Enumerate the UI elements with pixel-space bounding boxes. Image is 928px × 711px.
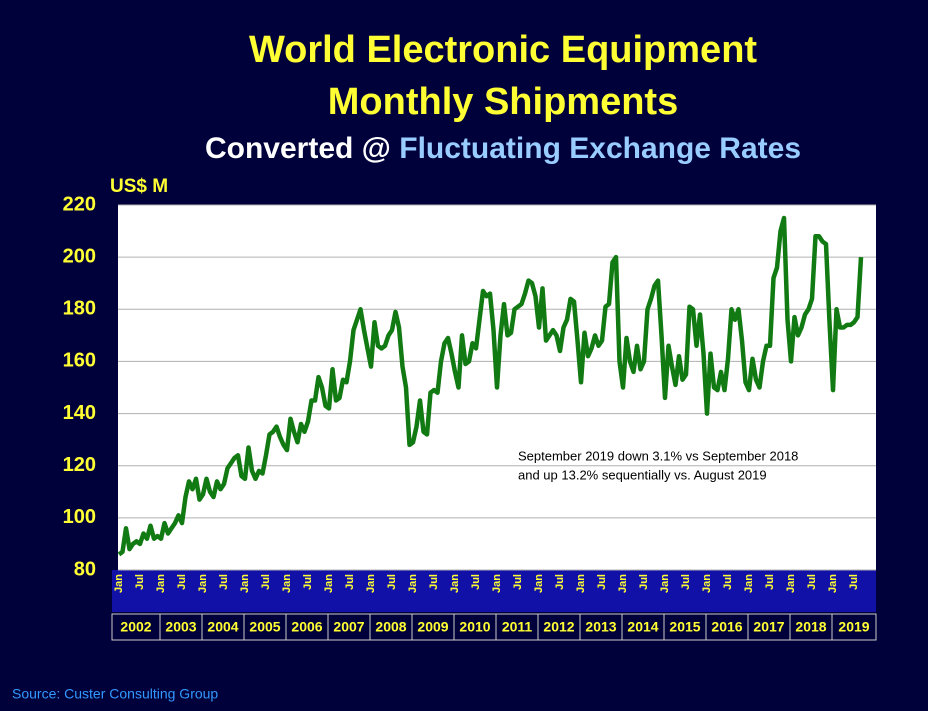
y-axis-label: US$ M	[110, 176, 168, 197]
year-label: 2009	[417, 619, 448, 635]
x-tick-label: Jan	[281, 574, 293, 593]
x-tick-label: Jan	[407, 574, 419, 593]
x-tick-label: Jul	[218, 574, 230, 590]
x-tick-label: Jan	[155, 574, 167, 593]
year-label: 2002	[120, 619, 151, 635]
month-band	[112, 570, 876, 612]
y-tick-label: 180	[63, 298, 96, 320]
x-tick-label: Jan	[785, 574, 797, 593]
source: Source: Custer Consulting Group	[12, 686, 218, 702]
x-tick-label: Jul	[806, 574, 818, 590]
year-label: 2018	[795, 619, 826, 635]
x-tick-label: Jan	[701, 574, 713, 593]
y-tick-label: 80	[74, 558, 96, 580]
x-tick-label: Jan	[575, 574, 587, 593]
x-tick-label: Jan	[827, 574, 839, 593]
y-tick-label: 100	[63, 506, 96, 528]
year-label: 2015	[669, 619, 700, 635]
data-line	[117, 215, 864, 557]
x-tick-label: Jan	[743, 574, 755, 593]
annotation: September 2019 down 3.1% vs September 20…	[518, 448, 798, 463]
x-tick-label: Jan	[491, 574, 503, 593]
year-label: 2011	[502, 619, 533, 635]
subtitle-part: Fluctuating Exchange Rates	[399, 132, 801, 165]
y-tick-label: 160	[63, 350, 96, 372]
chart-subtitle: Converted @ Fluctuating Exchange Rates	[205, 132, 801, 165]
year-label: 2013	[585, 619, 616, 635]
chart-title: Monthly Shipments	[328, 81, 678, 123]
year-label: 2016	[711, 619, 742, 635]
year-label: 2017	[753, 619, 784, 635]
y-tick-label: 120	[63, 454, 96, 476]
x-tick-label: Jul	[848, 574, 860, 590]
x-tick-label: Jul	[428, 574, 440, 590]
x-tick-label: Jan	[323, 574, 335, 593]
x-tick-label: Jul	[554, 574, 566, 590]
year-label: 2008	[375, 619, 406, 635]
x-tick-label: Jul	[596, 574, 608, 590]
y-tick-label: 220	[63, 193, 96, 215]
year-label: 2004	[207, 619, 238, 635]
x-tick-label: Jul	[512, 574, 524, 590]
year-label: 2005	[249, 619, 280, 635]
chart-title: World Electronic Equipment	[249, 29, 757, 71]
x-tick-label: Jul	[134, 574, 146, 590]
y-tick-label: 200	[63, 245, 96, 267]
x-tick-label: Jan	[113, 574, 125, 593]
year-label: 2012	[543, 619, 574, 635]
x-tick-label: Jul	[386, 574, 398, 590]
x-tick-label: Jul	[302, 574, 314, 590]
x-tick-label: Jan	[239, 574, 251, 593]
x-tick-label: Jan	[365, 574, 377, 593]
x-tick-label: Jul	[764, 574, 776, 590]
x-tick-label: Jul	[638, 574, 650, 590]
year-label: 2019	[838, 619, 869, 635]
x-tick-label: Jan	[617, 574, 629, 593]
year-label: 2010	[459, 619, 490, 635]
annotation: and up 13.2% sequentially vs. August 201…	[518, 467, 767, 482]
x-tick-label: Jan	[449, 574, 461, 593]
year-label: 2003	[165, 619, 196, 635]
x-tick-label: Jul	[176, 574, 188, 590]
x-tick-label: Jan	[197, 574, 209, 593]
year-label: 2006	[291, 619, 322, 635]
x-tick-label: Jan	[533, 574, 545, 593]
x-tick-label: Jul	[344, 574, 356, 590]
year-label: 2007	[333, 619, 364, 635]
x-tick-label: Jul	[260, 574, 272, 590]
x-tick-label: Jul	[470, 574, 482, 590]
subtitle-part: Converted @	[205, 132, 391, 165]
x-tick-label: Jul	[680, 574, 692, 590]
x-tick-label: Jul	[722, 574, 734, 590]
x-tick-label: Jan	[659, 574, 671, 593]
year-label: 2014	[627, 619, 658, 635]
year-band	[111, 613, 877, 641]
y-tick-label: 140	[63, 402, 96, 424]
